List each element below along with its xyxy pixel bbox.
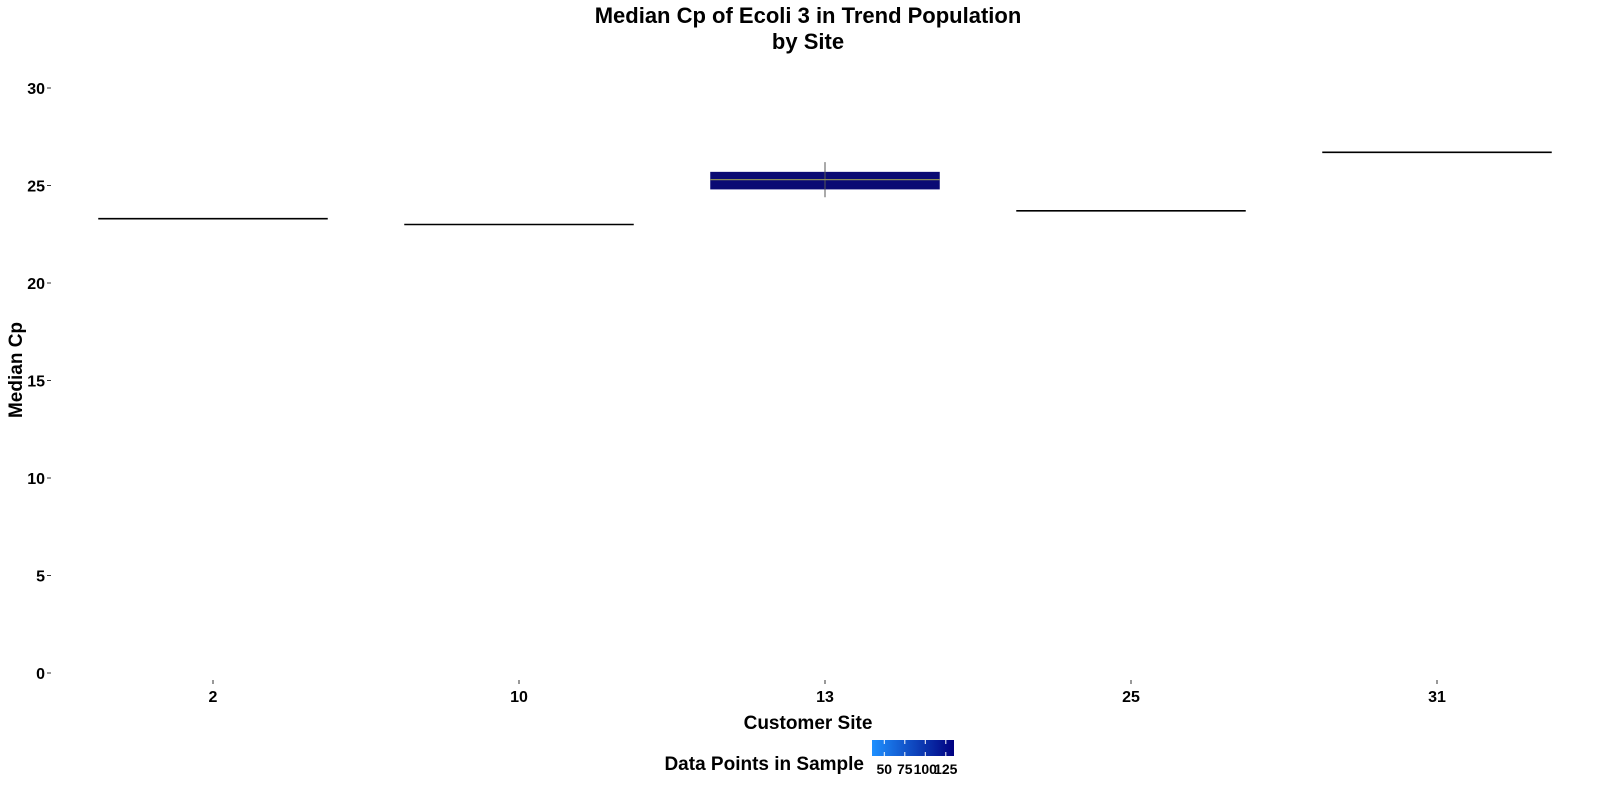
x-tick-label: 31 [1428, 689, 1446, 706]
y-axis: 0 5 10 15 20 25 30 [27, 81, 51, 683]
y-tick-label: 30 [27, 81, 45, 98]
chart-title-line1: Median Cp of Ecoli 3 in Trend Population [595, 3, 1022, 28]
x-axis: 2 10 13 25 31 [209, 680, 1446, 706]
y-tick-label: 15 [27, 374, 45, 391]
legend-tick-label: 75 [897, 761, 913, 777]
legend-tick-label: 125 [934, 761, 958, 777]
box-site-13 [710, 162, 940, 198]
x-tick-label: 25 [1122, 689, 1140, 706]
y-tick-label: 25 [27, 179, 45, 196]
legend-tick-label: 100 [914, 761, 938, 777]
x-tick-label: 10 [510, 689, 528, 706]
plot-marks [98, 151, 1552, 226]
legend-tick-label: 50 [877, 761, 893, 777]
x-tick-label: 13 [816, 689, 834, 706]
y-tick-label: 0 [36, 666, 45, 683]
y-tick-label: 5 [36, 569, 45, 586]
y-axis-title: Median Cp [6, 322, 27, 418]
legend-title: Data Points in Sample [664, 754, 864, 775]
legend-colorbar [872, 740, 954, 756]
chart-title-line2: by Site [772, 29, 844, 54]
x-axis-title: Customer Site [744, 713, 873, 734]
x-tick-label: 2 [209, 689, 218, 706]
y-tick-label: 20 [27, 276, 45, 293]
y-tick-label: 10 [27, 471, 45, 488]
